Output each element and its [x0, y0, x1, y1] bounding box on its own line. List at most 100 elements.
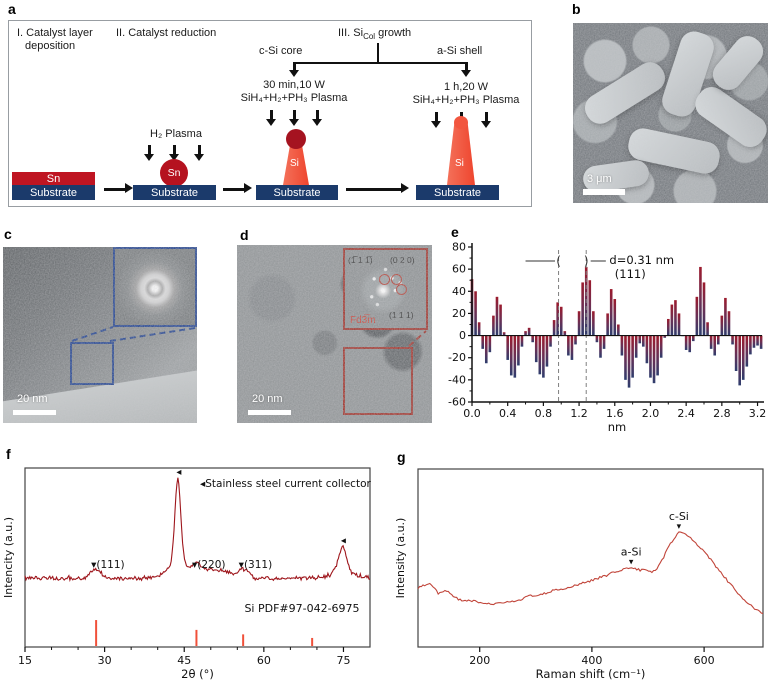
svg-text:▾: ▾ — [677, 522, 682, 532]
svg-text:-60: -60 — [448, 396, 466, 409]
svg-text:◂Stainless steel current colle: ◂Stainless steel current collector — [200, 478, 371, 490]
si-pillar-shape — [707, 30, 768, 96]
step3-post: growth — [375, 27, 412, 39]
panel-label-e: e — [451, 224, 459, 240]
branch-left-label: c-Si core — [259, 45, 303, 57]
svg-text:2θ (°): 2θ (°) — [181, 667, 214, 681]
svg-text:(: ( — [556, 254, 561, 268]
plasma-arrow-icon — [289, 110, 298, 126]
plasma-arrow-icon — [169, 145, 178, 161]
branch-arrow-left-icon — [289, 62, 298, 77]
spot-circle-icon — [379, 274, 390, 285]
scale-bar — [13, 410, 56, 415]
svg-text:80: 80 — [452, 241, 466, 254]
arrow-right-icon — [223, 184, 252, 193]
svg-text:2.4: 2.4 — [677, 407, 695, 420]
svg-text:60: 60 — [257, 654, 271, 667]
lattice-profile-chart: () d=0.31 nm(111) -60 -40 -20 0 20 40 60 80 0.0 0.4… — [448, 241, 767, 435]
svg-text:45: 45 — [177, 654, 191, 667]
panel-label-g: g — [397, 449, 406, 465]
svg-text:3.2: 3.2 — [749, 407, 767, 420]
scale-bar — [248, 410, 291, 415]
si-shell-cap — [454, 116, 468, 129]
step1-label-line1: I. Catalyst layer — [17, 27, 93, 39]
step3-sub: Col — [363, 32, 376, 42]
step2-label: II. Catalyst reduction — [116, 27, 217, 39]
core-condition-line1: 30 min,10 W — [263, 79, 325, 91]
si-pillar-shape — [579, 56, 671, 130]
svg-text:75: 75 — [336, 654, 350, 667]
plasma-arrow-icon — [481, 112, 490, 128]
svg-text:nm: nm — [608, 420, 627, 434]
scale-bar-label: 20 nm — [252, 393, 283, 405]
space-group-label: Fd3̅m — [350, 315, 376, 326]
sn-layer-bar: Sn — [12, 172, 95, 185]
shell-condition-line1: 1 h,20 W — [443, 81, 489, 93]
plasma-arrow-icon — [266, 110, 275, 126]
branch-stem-line — [377, 43, 379, 62]
arrow-right-icon — [346, 184, 409, 193]
core-condition-line2: SiH₄+H₂+PH₃ Plasma — [240, 92, 348, 104]
svg-text:1.2: 1.2 — [570, 407, 588, 420]
substrate-bar: Substrate — [133, 185, 216, 200]
svg-text:15: 15 — [18, 654, 32, 667]
shell-condition-line2: SiH₄+H₂+PH₃ Plasma — [412, 94, 520, 106]
svg-text:60: 60 — [452, 263, 466, 276]
sn-cap-sphere — [286, 129, 306, 149]
svg-text:0: 0 — [459, 329, 466, 342]
branch-arrow-right-icon — [461, 62, 470, 77]
xrd-chart: ◂ ◂ ▾(111) ▾(220) ▾(311) ◂Stainless steel cur… — [2, 467, 371, 681]
svg-text:Intencity (a.u.): Intencity (a.u.) — [2, 517, 15, 598]
svg-text:40: 40 — [452, 285, 466, 298]
panel-label-b: b — [572, 1, 581, 17]
svg-text:◂: ◂ — [341, 536, 346, 547]
panel-label-c: c — [4, 226, 12, 242]
plasma-arrow-icon — [144, 145, 153, 161]
branch-horizontal-line — [294, 62, 466, 64]
scale-bar — [583, 189, 625, 195]
svg-text:0.8: 0.8 — [535, 407, 553, 420]
svg-text:c-Si: c-Si — [669, 510, 689, 523]
svg-text:-40: -40 — [448, 373, 466, 386]
svg-text:600: 600 — [694, 654, 715, 667]
svg-text:▾(111): ▾(111) — [91, 559, 125, 571]
diffraction-spot-label: (1̅ 1 1̅) — [348, 255, 373, 265]
svg-text:a-Si: a-Si — [621, 545, 642, 558]
step3-pre: III. Si — [338, 27, 364, 39]
si-core-label: Si — [290, 158, 299, 169]
svg-text:200: 200 — [469, 654, 490, 667]
process-schematic-box: I. Catalyst layer deposition II. Catalys… — [8, 20, 532, 207]
diffraction-spot-label: (1 1 1) — [389, 310, 414, 320]
svg-text:Intensity (a.u.): Intensity (a.u.) — [394, 518, 407, 599]
svg-text:0.4: 0.4 — [499, 407, 517, 420]
sn-droplet: Sn — [160, 159, 188, 187]
svg-text:30: 30 — [98, 654, 112, 667]
svg-text:20: 20 — [452, 307, 466, 320]
svg-text:0.0: 0.0 — [463, 407, 481, 420]
tem-image-amorphous: 20 nm — [3, 247, 197, 423]
panel-label-f: f — [6, 446, 11, 462]
h2-plasma-label: H₂ Plasma — [150, 128, 202, 140]
plasma-arrow-icon — [194, 145, 203, 161]
diffraction-inset: (1̅ 1 1̅) (0 2 0) (1 1 1) Fd3̅m — [343, 248, 428, 330]
svg-text:1.6: 1.6 — [606, 407, 624, 420]
substrate-bar: Substrate — [416, 185, 499, 200]
step1-label-line2: deposition — [25, 40, 76, 52]
scale-bar-label: 20 nm — [17, 393, 48, 405]
selection-box — [70, 342, 114, 385]
svg-text:d=0.31 nm: d=0.31 nm — [609, 253, 674, 267]
si-shell-label: Si — [455, 158, 464, 169]
svg-text:◂: ◂ — [176, 467, 181, 478]
svg-text:▾: ▾ — [629, 557, 634, 567]
scale-bar-label: 3 μm — [587, 173, 612, 185]
svg-text:▾(220): ▾(220) — [192, 559, 226, 571]
step3-label: III. SiCol growth — [338, 27, 411, 43]
fft-inset — [113, 247, 197, 327]
arrow-right-icon — [104, 184, 133, 193]
svg-text:Si PDF#97-042-6975: Si PDF#97-042-6975 — [244, 602, 359, 615]
branch-right-label: a-Si shell — [437, 45, 483, 57]
panel-label-a: a — [8, 1, 16, 17]
svg-text:2.8: 2.8 — [713, 407, 731, 420]
si-core-shell-pillar — [447, 121, 475, 185]
